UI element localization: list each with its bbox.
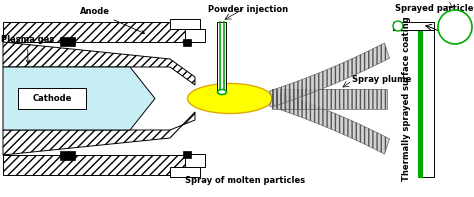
Bar xyxy=(183,39,191,46)
Bar xyxy=(18,88,86,109)
Bar xyxy=(60,37,75,46)
Text: Powder injection: Powder injection xyxy=(208,5,288,14)
Polygon shape xyxy=(3,42,195,85)
Circle shape xyxy=(393,21,403,31)
Bar xyxy=(185,29,205,42)
Bar xyxy=(418,25,434,177)
Text: $d_p$: $d_p$ xyxy=(448,17,456,27)
Bar xyxy=(170,167,200,177)
Text: Spray of molten particles: Spray of molten particles xyxy=(185,176,305,185)
Circle shape xyxy=(438,10,472,44)
Bar xyxy=(393,22,434,30)
Bar xyxy=(3,22,195,42)
Text: Plasma gas: Plasma gas xyxy=(1,35,54,63)
Bar xyxy=(183,151,191,158)
Text: Cathode: Cathode xyxy=(32,94,72,103)
Polygon shape xyxy=(270,91,390,154)
Bar xyxy=(3,22,195,42)
Text: Sprayed particles: Sprayed particles xyxy=(395,4,474,13)
Ellipse shape xyxy=(219,90,225,94)
Polygon shape xyxy=(272,88,387,109)
Polygon shape xyxy=(3,67,155,130)
Bar xyxy=(3,155,195,175)
Bar xyxy=(218,22,227,92)
Text: Anode: Anode xyxy=(80,7,145,34)
Bar xyxy=(185,36,205,42)
Ellipse shape xyxy=(188,84,273,113)
Bar xyxy=(3,155,195,175)
Ellipse shape xyxy=(218,89,227,95)
Text: $v_p$: $v_p$ xyxy=(448,29,456,39)
Polygon shape xyxy=(270,43,390,106)
Bar xyxy=(60,151,75,160)
Bar xyxy=(185,154,205,167)
Text: Spray plume: Spray plume xyxy=(352,74,411,84)
Bar xyxy=(185,160,205,167)
Bar xyxy=(170,19,200,29)
Text: Thermally sprayed surface coating: Thermally sprayed surface coating xyxy=(402,17,411,181)
Bar xyxy=(418,25,422,177)
Polygon shape xyxy=(3,112,195,155)
Text: $T^\circ$: $T^\circ$ xyxy=(447,24,456,33)
